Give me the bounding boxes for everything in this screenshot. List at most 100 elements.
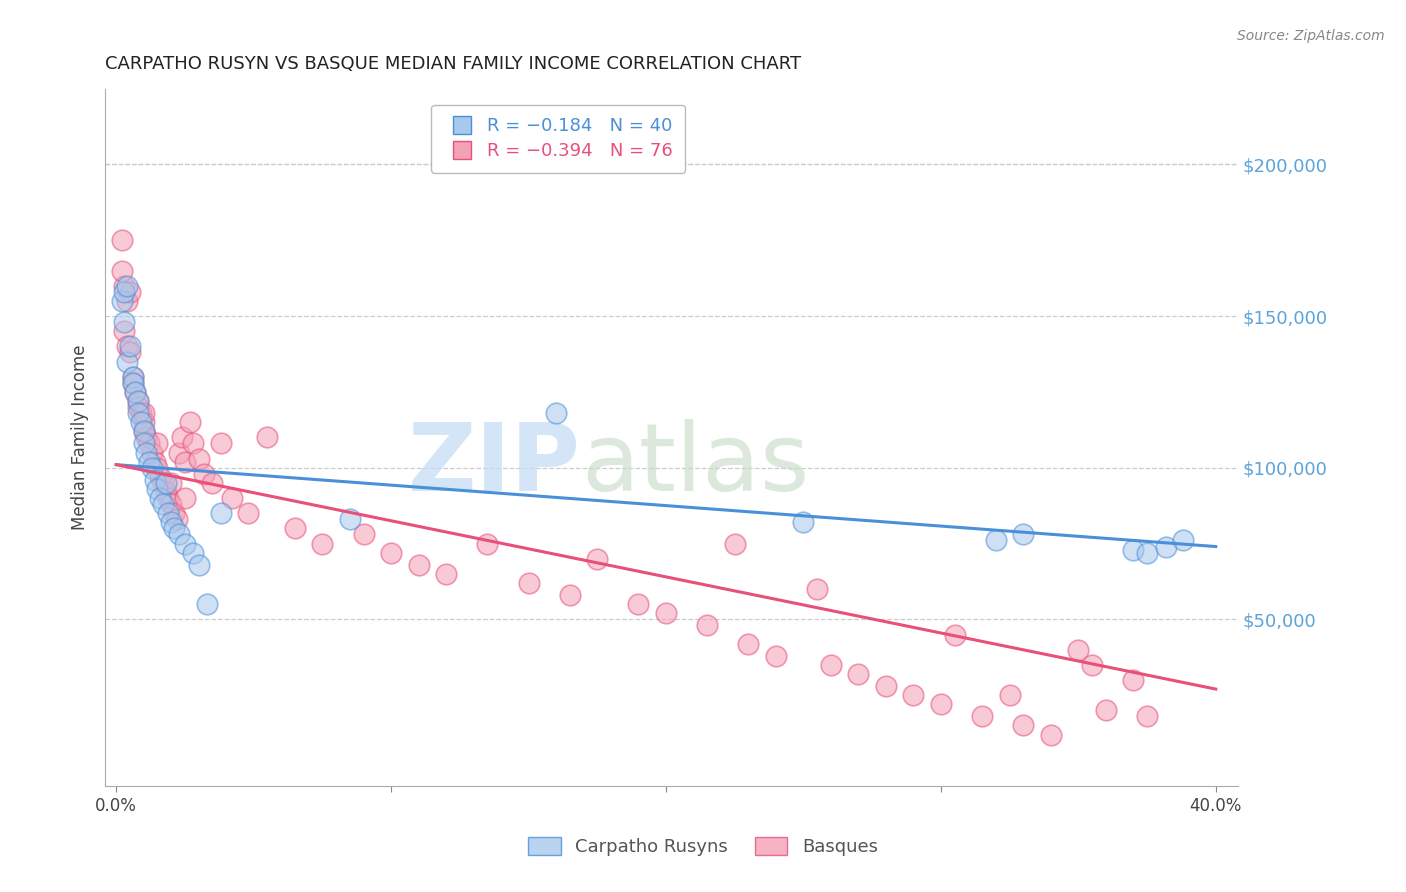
- Point: [221, 491, 243, 505]
- Point: [195, 597, 218, 611]
- Point: [655, 607, 678, 621]
- Point: [135, 445, 157, 459]
- Point: [544, 406, 567, 420]
- Point: [115, 354, 138, 368]
- Point: [696, 618, 718, 632]
- Point: [1039, 728, 1062, 742]
- Point: [201, 475, 224, 490]
- Point: [236, 506, 259, 520]
- Point: [765, 648, 787, 663]
- Point: [135, 430, 157, 444]
- Point: [118, 345, 141, 359]
- Point: [1122, 673, 1144, 687]
- Point: [1154, 540, 1177, 554]
- Legend: Carpatho Rusyns, Basques: Carpatho Rusyns, Basques: [520, 830, 886, 863]
- Point: [155, 485, 177, 500]
- Point: [187, 451, 209, 466]
- Point: [152, 475, 174, 490]
- Point: [517, 576, 540, 591]
- Point: [1171, 533, 1194, 548]
- Text: CARPATHO RUSYN VS BASQUE MEDIAN FAMILY INCOME CORRELATION CHART: CARPATHO RUSYN VS BASQUE MEDIAN FAMILY I…: [105, 55, 801, 73]
- Point: [132, 415, 155, 429]
- Point: [143, 455, 166, 469]
- Point: [121, 376, 143, 390]
- Point: [138, 455, 160, 469]
- Point: [256, 430, 278, 444]
- Point: [998, 688, 1021, 702]
- Legend: R = −0.184   N = 40, R = −0.394   N = 76: R = −0.184 N = 40, R = −0.394 N = 76: [432, 104, 685, 173]
- Point: [163, 506, 186, 520]
- Point: [115, 339, 138, 353]
- Point: [141, 445, 163, 459]
- Point: [187, 558, 209, 572]
- Point: [311, 536, 333, 550]
- Point: [1081, 657, 1104, 672]
- Point: [118, 339, 141, 353]
- Point: [146, 436, 169, 450]
- Point: [160, 516, 183, 530]
- Point: [193, 467, 215, 481]
- Point: [172, 430, 194, 444]
- Point: [111, 263, 134, 277]
- Point: [408, 558, 430, 572]
- Y-axis label: Median Family Income: Median Family Income: [72, 344, 89, 530]
- Point: [1012, 527, 1035, 541]
- Point: [174, 455, 197, 469]
- Point: [132, 406, 155, 420]
- Point: [284, 521, 307, 535]
- Point: [1122, 542, 1144, 557]
- Point: [114, 278, 136, 293]
- Point: [114, 315, 136, 329]
- Point: [132, 436, 155, 450]
- Point: [129, 415, 152, 429]
- Point: [943, 627, 966, 641]
- Point: [121, 376, 143, 390]
- Point: [179, 415, 201, 429]
- Text: atlas: atlas: [581, 419, 808, 511]
- Point: [127, 394, 149, 409]
- Point: [166, 512, 188, 526]
- Point: [339, 512, 361, 526]
- Point: [132, 425, 155, 439]
- Point: [138, 436, 160, 450]
- Point: [875, 679, 897, 693]
- Point: [115, 278, 138, 293]
- Point: [127, 400, 149, 414]
- Point: [155, 475, 177, 490]
- Point: [929, 698, 952, 712]
- Point: [157, 506, 180, 520]
- Point: [114, 324, 136, 338]
- Point: [586, 551, 609, 566]
- Point: [209, 506, 232, 520]
- Point: [115, 293, 138, 308]
- Point: [972, 709, 994, 723]
- Point: [724, 536, 747, 550]
- Point: [129, 406, 152, 420]
- Point: [174, 536, 197, 550]
- Point: [111, 233, 134, 247]
- Point: [820, 657, 842, 672]
- Point: [477, 536, 499, 550]
- Point: [174, 491, 197, 505]
- Point: [127, 394, 149, 409]
- Point: [157, 491, 180, 505]
- Point: [209, 436, 232, 450]
- Point: [1067, 642, 1090, 657]
- Point: [792, 516, 814, 530]
- Point: [434, 566, 457, 581]
- Point: [848, 667, 870, 681]
- Point: [149, 470, 172, 484]
- Point: [121, 369, 143, 384]
- Point: [1094, 703, 1116, 717]
- Point: [181, 546, 204, 560]
- Point: [181, 436, 204, 450]
- Point: [127, 406, 149, 420]
- Point: [737, 637, 759, 651]
- Point: [163, 521, 186, 535]
- Point: [121, 369, 143, 384]
- Point: [114, 285, 136, 299]
- Point: [627, 597, 650, 611]
- Point: [143, 473, 166, 487]
- Point: [1136, 546, 1159, 560]
- Text: Source: ZipAtlas.com: Source: ZipAtlas.com: [1237, 29, 1385, 43]
